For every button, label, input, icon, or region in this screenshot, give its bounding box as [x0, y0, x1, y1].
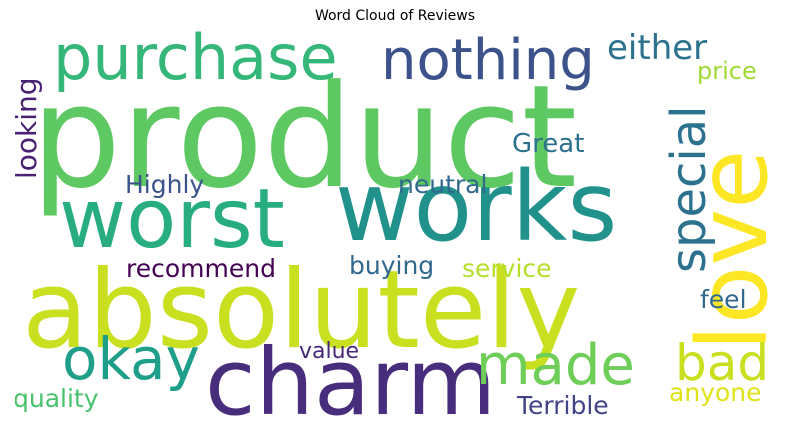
word-made: made [476, 333, 635, 398]
word-works: works [335, 151, 618, 263]
word-neutral: neutral [398, 170, 488, 199]
word-price: price [697, 57, 757, 85]
word-anyone: anyone [669, 378, 762, 407]
word-feel: feel [700, 285, 747, 314]
word-purchase: purchase [53, 31, 338, 94]
word-nothing: nothing [381, 31, 595, 93]
word-recommend: recommend [126, 254, 276, 283]
word-service: service [462, 254, 552, 283]
word-Highly: Highly [125, 170, 205, 199]
word-quality: quality [15, 384, 99, 413]
word-special: special [661, 105, 717, 273]
chart-title: Word Cloud of Reviews [314, 8, 476, 24]
word-either: either [607, 31, 708, 68]
word-product: product [31, 55, 578, 220]
word-looking: looking [15, 77, 43, 179]
word-value: value [299, 339, 360, 364]
word-worst: worst [59, 172, 285, 267]
word-cloud: product absolutely charm works worst lov… [15, 31, 781, 418]
word-absolutely: absolutely [22, 248, 581, 373]
word-buying: buying [349, 251, 435, 280]
word-charm: charm [205, 329, 497, 419]
word-Great: Great [512, 129, 585, 159]
word-bad: bad [675, 334, 770, 392]
word-Terrible: Terrible [517, 391, 609, 418]
word-okay: okay [62, 325, 200, 393]
